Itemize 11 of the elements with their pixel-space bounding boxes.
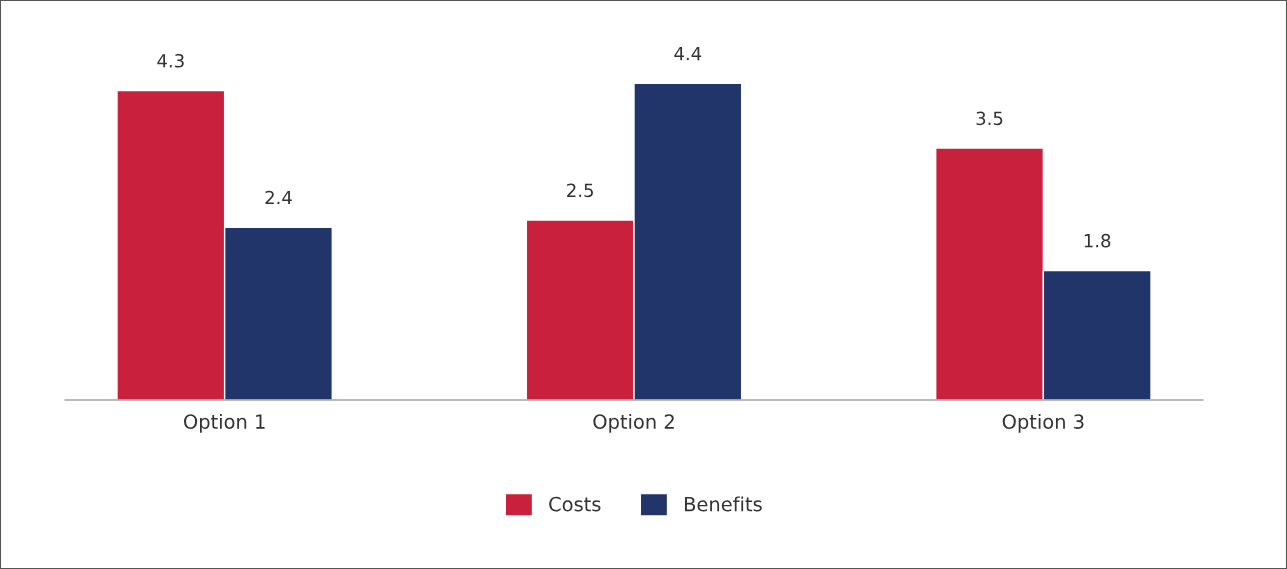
x-tick-label: Option 2: [593, 413, 674, 433]
legend-label: Costs: [549, 496, 601, 512]
data-label: 4.4: [674, 46, 702, 61]
data-label: 3.5: [976, 111, 1003, 126]
legend-label: Benefits: [685, 496, 762, 512]
data-label: 2.5: [567, 183, 593, 198]
x-tick-label: Option 3: [1002, 413, 1084, 433]
x-tick-label: Option 1: [184, 413, 265, 433]
data-label: 4.3: [157, 53, 184, 68]
data-label: 2.4: [265, 190, 292, 205]
data-label: 1.8: [1084, 233, 1111, 248]
